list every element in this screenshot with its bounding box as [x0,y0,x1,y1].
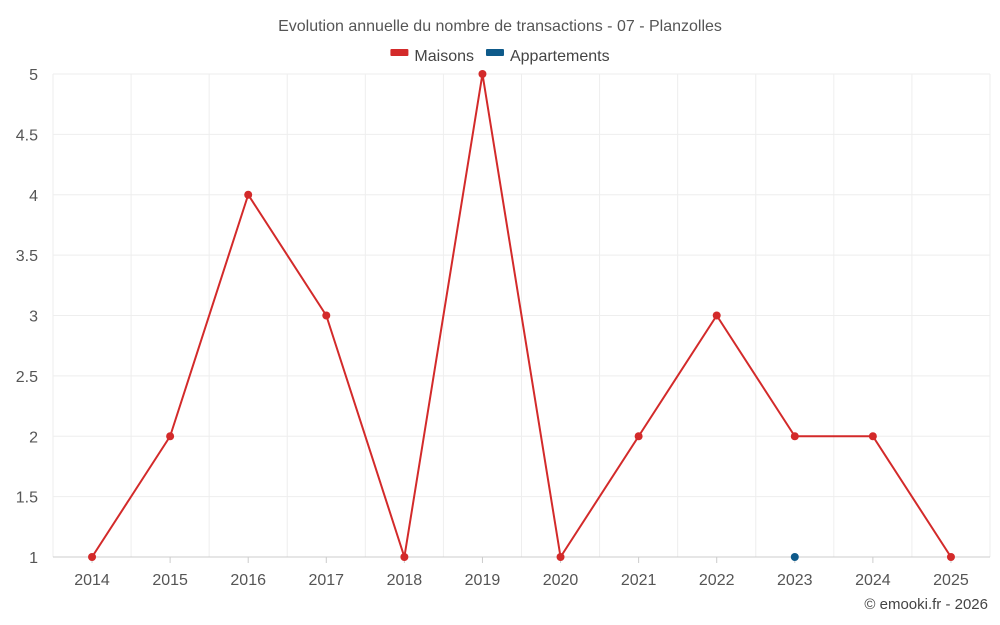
x-tick-label: 2018 [387,572,423,589]
x-tick-label: 2025 [933,572,969,589]
x-tick-label: 2019 [465,572,501,589]
data-point[interactable] [946,553,955,561]
y-tick-label: 2 [29,429,38,446]
data-point[interactable] [868,432,877,441]
x-tick-label: 2022 [699,572,735,589]
y-tick-label: 2.5 [16,369,38,386]
x-tick-label: 2015 [152,572,188,589]
data-point[interactable] [634,432,643,441]
x-tick-label: 2014 [74,572,110,589]
y-tick-label: 1 [29,550,38,567]
series-line [91,73,952,558]
data-point[interactable] [556,553,565,561]
x-tick-label: 2024 [855,572,891,589]
x-axis-ticks: 2014 2015 2016 2017 2018 2019 2020 2021 2022 2023… [74,557,969,589]
series-appartements [790,553,799,561]
chart-title: Evolution annuelle du nombre de transact… [278,18,722,35]
data-point[interactable] [166,432,175,441]
data-point[interactable] [322,311,331,320]
legend-label: Appartements [510,48,610,65]
x-tick-label: 2023 [777,572,813,589]
data-point[interactable] [478,70,487,78]
legend-item-appartements[interactable]: Appartements [485,48,610,65]
series-layer [88,70,955,561]
y-tick-label: 4.5 [16,127,38,144]
data-point[interactable] [790,432,799,441]
credit-text: © emooki.fr - 2026 [864,596,988,613]
series-maisons [88,70,955,561]
y-tick-label: 3.5 [16,248,38,265]
legend-label: Maisons [414,48,474,65]
x-tick-label: 2017 [308,572,344,589]
data-point[interactable] [790,553,799,561]
data-point[interactable] [244,190,253,199]
x-tick-label: 2021 [621,572,657,589]
legend[interactable]: Maisons Appartements [390,48,610,65]
legend-item-maisons[interactable]: Maisons [390,48,474,65]
y-tick-label: 3 [29,309,38,326]
y-tick-label: 4 [29,188,38,205]
y-axis-ticks: 1 1.5 2 2.5 3 3.5 4 4.5 5 [16,67,38,567]
x-tick-label: 2016 [230,572,266,589]
x-tick-label: 2020 [543,572,579,589]
legend-swatch [390,49,409,56]
data-point[interactable] [400,553,409,561]
data-point[interactable] [712,311,721,320]
legend-swatch [485,49,504,56]
data-point[interactable] [88,553,97,561]
y-tick-label: 1.5 [16,490,38,507]
y-tick-label: 5 [29,67,38,84]
